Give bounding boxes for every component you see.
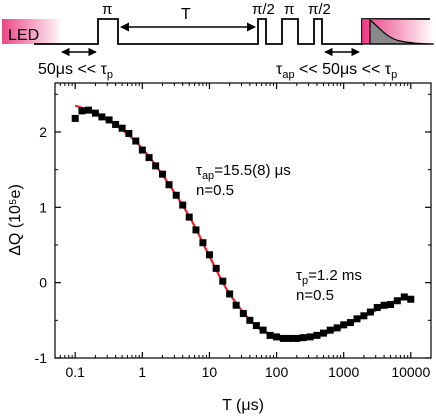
data-point (306, 333, 314, 341)
data-point (185, 213, 193, 221)
x-tick-label: 0.1 (65, 364, 85, 380)
data-point (252, 322, 260, 330)
data-point (393, 297, 401, 305)
y-axis-label: ΔQ (10⁵e) (7, 184, 24, 256)
data-point (205, 251, 213, 259)
y-tick-label: 0 (39, 275, 47, 291)
data-markers-layer (71, 106, 415, 342)
data-point (179, 201, 187, 209)
data-point (219, 277, 227, 285)
data-point (326, 326, 334, 334)
y-tick-label: -1 (35, 350, 48, 366)
fit-curve-layer (74, 104, 411, 341)
y-axis-ticks: -1 0 1 2 (35, 93, 431, 366)
pi-pulse-label-2: π (284, 1, 294, 18)
pi-pulse-label-1: π (102, 1, 112, 18)
pi-half-pulse-label-1: π/2 (252, 1, 275, 18)
data-point (105, 116, 113, 124)
data-point (132, 137, 140, 145)
data-point (299, 334, 307, 342)
data-point (85, 106, 93, 114)
data-point (71, 114, 79, 122)
data-point (118, 124, 126, 132)
data-point (273, 333, 281, 341)
x-tick-label: 10 (202, 364, 218, 380)
data-point (293, 334, 301, 342)
data-point (125, 129, 133, 137)
data-point (333, 324, 341, 332)
data-point (172, 191, 180, 199)
data-point (340, 321, 348, 329)
data-point (387, 301, 395, 309)
x-tick-label: 100 (265, 364, 289, 380)
pulse-sequence-diagram: LED π T π/2 π π/2 50μs << τp τap << 50μs… (2, 1, 434, 81)
x-tick-label: 10000 (391, 364, 430, 380)
x-axis-ticks: 0.1 1 10 100 1000 10000 (59, 83, 430, 380)
data-point (138, 146, 146, 154)
data-point (313, 331, 321, 339)
fit-curve (74, 104, 411, 341)
data-point (246, 316, 254, 324)
led-pulse-block (2, 19, 60, 44)
right-delay-label: τap << 50μs << τp (276, 61, 397, 81)
T-interval-label: T (181, 6, 191, 23)
data-point (239, 310, 247, 318)
data-point (91, 109, 99, 117)
data-point (159, 170, 167, 178)
data-point (279, 334, 287, 342)
data-point (407, 295, 415, 303)
plot-frame (54, 82, 432, 359)
led-label: LED (8, 27, 39, 44)
data-point (165, 181, 173, 189)
annotation-n-2: n=0.5 (296, 287, 334, 304)
data-point (212, 264, 220, 272)
data-point (112, 120, 120, 128)
data-point (353, 315, 361, 323)
annotation-n-1: n=0.5 (196, 182, 234, 199)
data-point (226, 290, 234, 298)
data-point (145, 154, 153, 162)
data-point (152, 162, 160, 170)
data-point (266, 331, 274, 339)
data-point (98, 113, 106, 121)
pi-half-pulse-label-2: π/2 (308, 1, 331, 18)
data-point (286, 334, 294, 342)
plot-area: 0.1 1 10 100 1000 10000 -1 0 1 2 T (μs) ΔQ (10⁵e… (7, 82, 432, 414)
data-point (366, 308, 374, 316)
x-tick-label: 1000 (328, 364, 359, 380)
data-point (400, 293, 408, 301)
x-axis-label: T (μs) (222, 397, 264, 414)
data-point (373, 304, 381, 312)
data-point (232, 301, 240, 309)
data-point (78, 107, 86, 115)
data-point (380, 301, 388, 309)
data-point (192, 226, 200, 234)
data-point (259, 326, 267, 334)
pulse-train-line (34, 18, 430, 45)
data-point (346, 319, 354, 327)
data-point (199, 239, 207, 247)
left-delay-label: 50μs << τp (38, 61, 113, 81)
annotation-tau-p: τp=1.2 ms (296, 267, 362, 287)
x-tick-label: 1 (138, 364, 146, 380)
annotation-tau-ap: τap=15.5(8) μs (196, 162, 291, 182)
y-tick-label: 1 (39, 199, 47, 215)
data-point (319, 329, 327, 337)
data-point (360, 312, 368, 320)
y-tick-label: 2 (39, 124, 47, 140)
